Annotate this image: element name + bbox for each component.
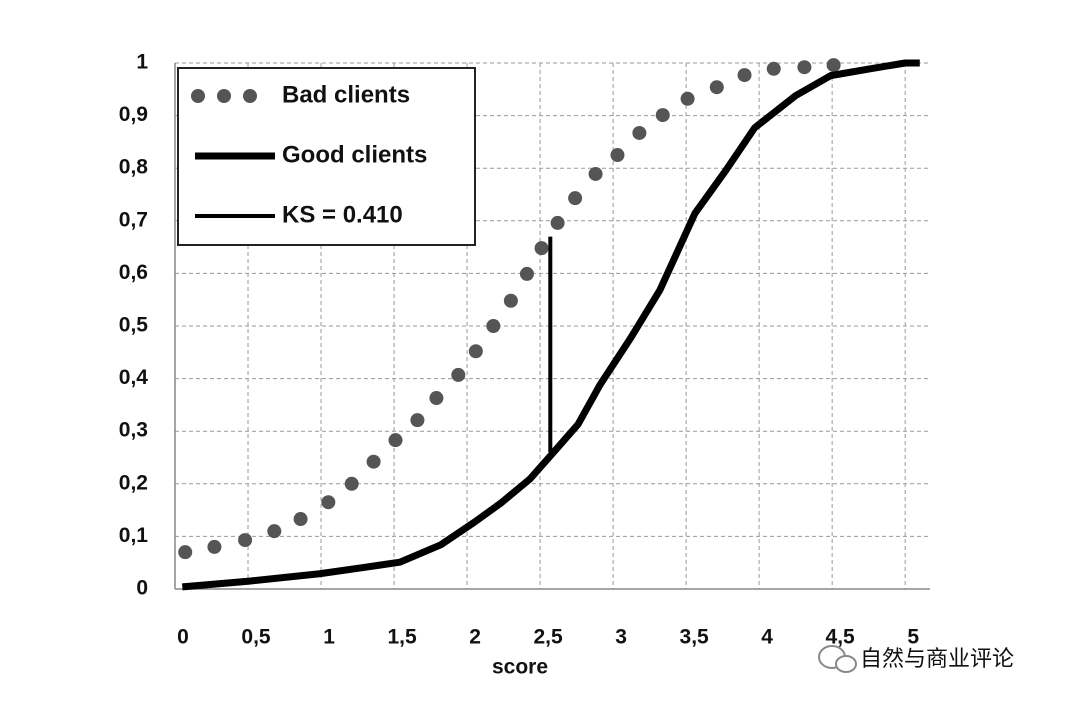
legend-swatch (243, 89, 257, 103)
data-point (429, 391, 444, 406)
legend-swatch (217, 89, 231, 103)
x-tick-label: 2 (469, 626, 481, 649)
data-point (534, 241, 549, 256)
x-tick-label: 1 (323, 626, 335, 649)
data-point (178, 545, 193, 560)
data-point (344, 476, 359, 491)
x-tick-label: 4,5 (826, 626, 856, 649)
data-point (503, 293, 518, 308)
y-tick-label: 0,7 (119, 208, 148, 231)
series-line (182, 59, 920, 591)
data-point (568, 191, 583, 206)
data-point (588, 166, 603, 181)
y-tick-label: 0,4 (119, 366, 149, 389)
y-tick-label: 1 (136, 51, 148, 74)
x-tick-label: 3 (615, 626, 627, 649)
x-tick-label: 0,5 (241, 626, 271, 649)
y-tick-label: 0,2 (119, 471, 148, 494)
data-point (632, 125, 647, 140)
y-tick-label: 0,1 (119, 524, 149, 547)
data-point (486, 319, 501, 333)
data-point (766, 61, 781, 76)
x-tick-label: 3,5 (680, 626, 710, 649)
data-point (737, 68, 752, 83)
legend-swatch (191, 89, 205, 103)
data-point (550, 215, 565, 230)
y-tick-label: 0,9 (119, 103, 148, 126)
data-point (410, 413, 425, 428)
data-point (451, 367, 466, 382)
data-point (468, 344, 483, 359)
data-point (797, 60, 812, 75)
data-point (680, 91, 695, 106)
watermark-icon (818, 645, 857, 673)
data-point (207, 539, 222, 554)
legend-label: Bad clients (282, 81, 410, 108)
x-tick-label: 0 (177, 626, 189, 649)
data-point (709, 80, 724, 95)
x-tick-label: 4 (761, 626, 773, 649)
data-point (519, 266, 534, 281)
data-point (238, 533, 253, 548)
data-point (655, 108, 670, 123)
data-point (388, 433, 403, 448)
x-tick-label: 1,5 (387, 626, 417, 649)
data-point (366, 454, 381, 469)
y-tick-label: 0,8 (119, 156, 149, 179)
legend: Bad clients Good clients KS = 0.410 (177, 67, 476, 246)
legend-label: Good clients (282, 141, 427, 168)
data-point (293, 512, 308, 527)
legend-label: KS = 0.410 (282, 201, 403, 228)
watermark: 自然与商业评论 (860, 646, 1014, 671)
data-point (826, 58, 841, 73)
x-tick-label: 2,5 (533, 626, 563, 649)
y-tick-label: 0,6 (119, 261, 148, 284)
y-tick-label: 0,3 (119, 419, 148, 442)
data-point (610, 148, 625, 163)
x-tick-label: 5 (907, 626, 919, 649)
data-point (267, 524, 282, 539)
y-tick-label: 0 (136, 577, 148, 600)
x-axis-label: score (492, 656, 548, 679)
y-tick-label: 0,5 (119, 314, 149, 337)
data-point (321, 495, 336, 510)
